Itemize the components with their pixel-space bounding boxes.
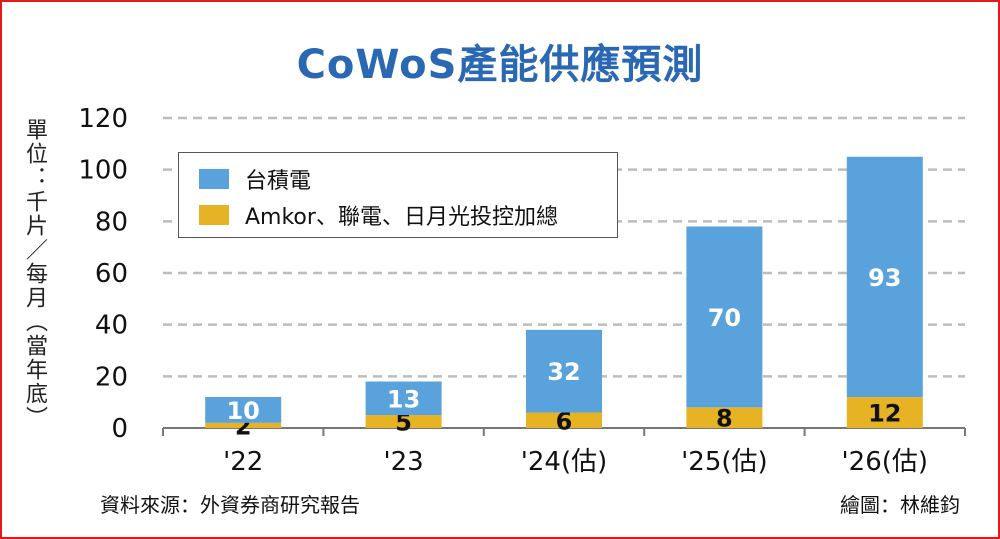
x-tick-label: '24(估) <box>521 447 608 477</box>
y-tick-label: 100 <box>78 156 128 186</box>
data-label-others: 8 <box>716 405 733 433</box>
legend-swatch-others <box>199 205 229 225</box>
bar-others <box>526 412 602 428</box>
x-tick-label: '22 <box>223 447 263 477</box>
legend-item-tsmc: 台積電 <box>199 163 311 195</box>
data-label-tsmc: 32 <box>547 358 580 386</box>
bar-tsmc <box>205 397 282 423</box>
legend-item-others: Amkor、聯電、日月光投控加總 <box>199 199 558 231</box>
data-label-tsmc: 70 <box>708 304 741 332</box>
chart-title: CoWoS產能供應預測 <box>296 42 704 88</box>
legend-swatch-tsmc <box>199 169 229 189</box>
data-label-tsmc: 13 <box>387 385 420 413</box>
source-note: 資料來源：外資券商研究報告 <box>100 493 360 517</box>
bar-others <box>846 397 923 428</box>
x-tick-label: '25(估) <box>681 447 768 477</box>
y-axis-label: 單位：千片／每月（當年底） <box>22 118 47 430</box>
legend: 台積電 Amkor、聯電、日月光投控加總 <box>178 152 618 238</box>
bar-others <box>686 407 763 428</box>
y-tick-label: 120 <box>78 104 128 134</box>
y-tick-label: 40 <box>95 311 128 341</box>
bar-tsmc <box>686 226 763 408</box>
y-tick-label: 60 <box>95 259 128 289</box>
legend-label-others: Amkor、聯電、日月光投控加總 <box>245 205 558 230</box>
x-tick-label: '26(估) <box>842 447 929 477</box>
data-label-others: 6 <box>556 407 573 435</box>
bar-tsmc <box>526 329 602 413</box>
bar-others <box>365 415 442 428</box>
credit-note: 繪圖：林維鈞 <box>840 493 960 517</box>
legend-label-tsmc: 台積電 <box>245 169 312 194</box>
y-tick-label: 0 <box>111 414 128 444</box>
data-label-others: 5 <box>395 409 412 437</box>
data-label-tsmc: 10 <box>226 397 259 425</box>
x-tick-label: '23 <box>383 447 423 477</box>
data-label-tsmc: 93 <box>868 264 901 292</box>
bar-tsmc <box>365 381 442 416</box>
data-label-others: 12 <box>868 400 901 428</box>
y-tick-label: 80 <box>95 207 128 237</box>
bar-others <box>205 422 282 428</box>
y-tick-label: 20 <box>95 362 128 392</box>
bar-tsmc <box>846 156 923 397</box>
